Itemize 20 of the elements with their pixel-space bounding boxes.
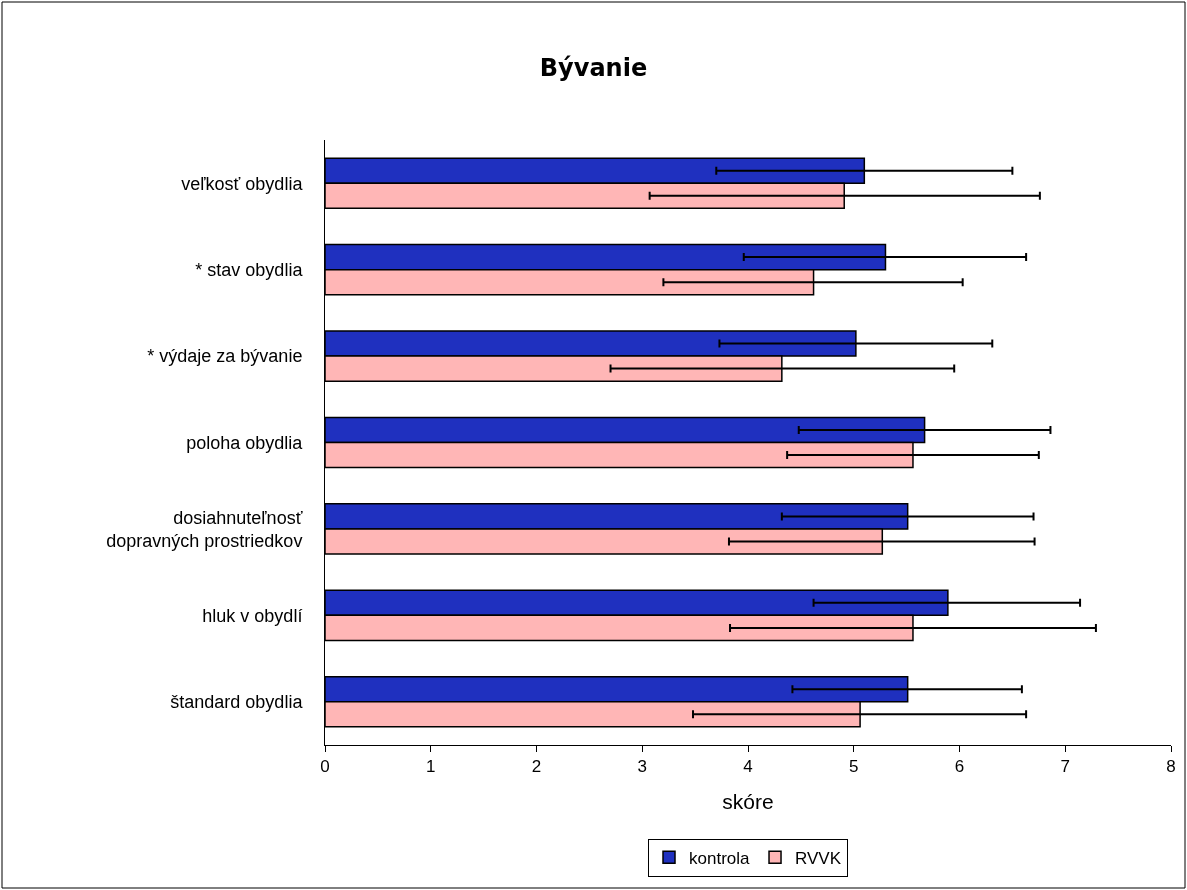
- y-tick-label: hluk v obydlí: [202, 605, 303, 626]
- y-tick-label: * stav obydlia: [195, 259, 304, 280]
- x-tick-label: 3: [637, 757, 647, 777]
- y-tick-label: veľkosť obydlia: [181, 173, 304, 194]
- y-tick-label: štandard obydlia: [170, 692, 304, 713]
- x-tick-label: 7: [1060, 757, 1070, 777]
- x-tick-label: 2: [531, 757, 542, 777]
- y-tick-label: dosiahnuteľnosť dopravných prostriedkov: [106, 507, 303, 551]
- x-axis-title: skóre: [722, 789, 774, 813]
- x-tick-label: 1: [426, 757, 436, 777]
- x-tick-label: 5: [849, 757, 859, 777]
- x-tick-label: 4: [743, 757, 753, 777]
- x-tick-label: 6: [954, 757, 965, 777]
- x-tick-label: 0: [320, 757, 330, 777]
- x-tick-label: 8: [1166, 757, 1176, 777]
- chart-title: Bývanie: [539, 54, 648, 83]
- legend-label: kontrola: [689, 848, 751, 868]
- legend-label: RVVK: [795, 848, 842, 868]
- y-tick-label: poloha obydlia: [186, 432, 304, 453]
- y-tick-label: * výdaje za bývanie: [147, 346, 303, 367]
